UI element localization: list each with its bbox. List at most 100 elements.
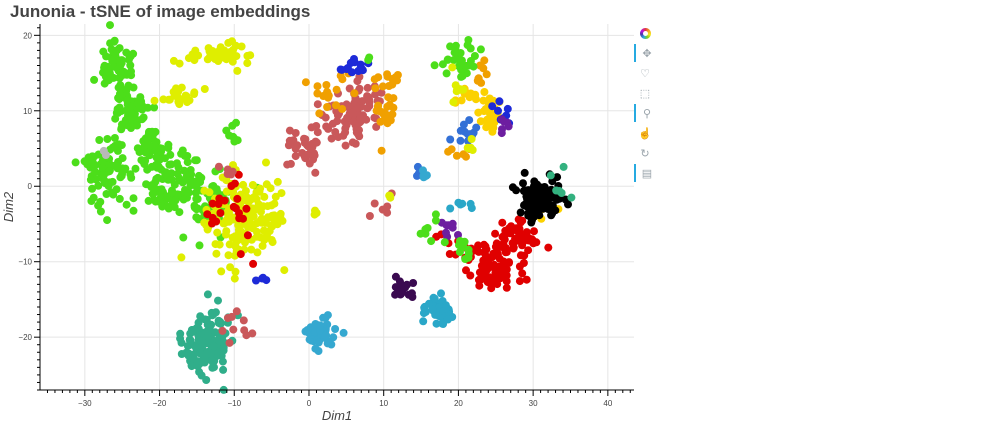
data-point <box>144 196 153 205</box>
data-point <box>370 113 379 122</box>
data-point <box>505 224 514 233</box>
data-point <box>194 335 203 344</box>
data-point <box>311 168 320 177</box>
data-point <box>234 170 243 179</box>
data-point <box>496 274 505 283</box>
data-point <box>100 177 109 186</box>
data-point <box>111 141 119 150</box>
data-point <box>198 342 207 351</box>
data-point <box>86 175 95 184</box>
data-point <box>479 64 488 73</box>
data-point <box>232 118 240 127</box>
x-tick-label: −30 <box>78 399 92 408</box>
data-point <box>419 317 428 326</box>
data-point <box>253 248 262 257</box>
data-point <box>468 146 477 154</box>
data-point <box>183 158 192 167</box>
data-point <box>233 66 242 75</box>
data-point <box>181 91 190 100</box>
y-tick-label: 10 <box>23 107 32 116</box>
data-point <box>245 222 254 231</box>
data-point <box>129 83 138 92</box>
data-point <box>502 277 511 286</box>
data-point <box>214 200 223 208</box>
data-point <box>192 183 201 192</box>
data-point <box>459 150 468 159</box>
data-point <box>173 169 182 178</box>
data-point <box>280 266 289 275</box>
data-point <box>179 195 188 204</box>
data-point <box>225 240 234 249</box>
data-point <box>409 279 418 287</box>
data-point <box>480 240 488 249</box>
data-point <box>446 204 455 213</box>
data-point <box>457 96 466 105</box>
data-point <box>214 296 222 305</box>
data-point <box>151 197 160 206</box>
data-point <box>231 204 240 213</box>
data-point <box>498 218 507 227</box>
data-point <box>113 105 122 114</box>
data-point <box>164 144 173 152</box>
data-point <box>341 141 350 150</box>
data-point <box>115 74 124 82</box>
data-point <box>467 135 476 143</box>
tap-icon[interactable]: ☝ <box>638 127 652 140</box>
data-point <box>520 201 528 210</box>
data-point <box>185 349 193 358</box>
data-point <box>338 105 347 113</box>
box-select-icon[interactable]: ⬚ <box>639 87 651 100</box>
data-point <box>508 183 517 192</box>
data-point <box>108 56 117 65</box>
reset-icon[interactable]: ↻ <box>640 147 650 160</box>
data-point <box>157 185 166 194</box>
data-point <box>527 218 536 227</box>
lasso-select-icon[interactable]: ♡ <box>640 67 650 80</box>
data-point <box>321 313 330 322</box>
data-point <box>477 78 486 87</box>
data-point <box>427 237 436 246</box>
data-point <box>267 236 276 244</box>
data-point <box>323 103 332 111</box>
data-point <box>115 57 124 66</box>
data-point <box>186 181 195 190</box>
data-point <box>464 36 473 44</box>
data-point <box>532 238 541 247</box>
data-point <box>219 365 228 374</box>
hover-icon[interactable]: ▤ <box>634 164 658 182</box>
data-point <box>260 192 269 201</box>
data-point <box>349 117 358 126</box>
data-point <box>133 121 141 130</box>
pan-icon[interactable]: ✥ <box>634 44 658 62</box>
data-point <box>443 315 452 324</box>
data-point <box>190 90 199 98</box>
data-point <box>482 272 490 281</box>
data-point <box>112 185 121 194</box>
data-point <box>323 87 332 96</box>
bokeh-logo-icon[interactable] <box>634 24 656 42</box>
data-point <box>106 39 115 48</box>
data-point <box>88 184 97 193</box>
data-point <box>472 123 481 132</box>
data-point <box>169 56 178 65</box>
data-point <box>331 325 340 333</box>
data-point <box>303 326 312 334</box>
data-point <box>208 219 216 228</box>
data-point <box>365 212 374 220</box>
data-point <box>371 90 380 99</box>
data-point <box>484 119 493 128</box>
data-point <box>407 289 416 298</box>
data-point <box>213 228 222 237</box>
wheel-zoom-icon[interactable]: ⚲ <box>634 104 658 122</box>
data-point <box>211 240 220 249</box>
data-point <box>150 103 159 112</box>
data-point <box>239 316 248 325</box>
data-point <box>383 202 392 211</box>
data-point <box>276 214 285 223</box>
data-point <box>103 216 112 225</box>
x-tick-label: 0 <box>307 399 312 408</box>
data-point <box>332 85 341 94</box>
data-point <box>104 76 113 85</box>
